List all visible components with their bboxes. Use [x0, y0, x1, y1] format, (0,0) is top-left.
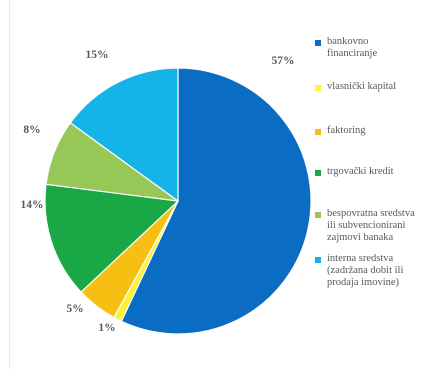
legend-swatch — [315, 85, 321, 91]
legend-swatch — [315, 40, 321, 46]
slice-data-label: 15% — [86, 49, 109, 61]
pie-slice — [69, 67, 179, 203]
legend-item: bespovratna sredstva ili subvencionirani… — [315, 208, 435, 244]
slice-data-label: 14% — [21, 199, 44, 211]
legend-item: interna sredstva (zadržana dobit ili pro… — [315, 253, 435, 289]
legend-swatch — [315, 170, 321, 176]
legend-label: bankovno financiranje — [327, 36, 378, 59]
slice-data-label: 1% — [98, 322, 115, 334]
legend-swatch — [315, 129, 321, 135]
legend-swatch — [315, 212, 321, 218]
legend-item: faktoring — [315, 125, 435, 137]
legend-item: vlasnički kapital — [315, 81, 435, 93]
legend-swatch — [315, 257, 321, 263]
pie-slice — [120, 67, 312, 335]
legend-label: vlasnički kapital — [327, 81, 397, 92]
pie-slice — [44, 183, 180, 293]
slice-data-label: 57% — [272, 55, 295, 67]
legend-item: trgovački kredit — [315, 166, 435, 178]
slice-data-label: 8% — [23, 124, 40, 136]
legend-label: trgovački kredit — [327, 166, 394, 177]
legend-label: faktoring — [327, 125, 366, 136]
left-divider — [9, 0, 10, 369]
legend-label: interna sredstva (zadržana dobit ili pro… — [327, 253, 404, 288]
legend-item: bankovno financiranje — [315, 36, 435, 60]
legend-label: bespovratna sredstva ili subvencionirani… — [327, 208, 415, 243]
slice-data-label: 5% — [66, 303, 83, 315]
